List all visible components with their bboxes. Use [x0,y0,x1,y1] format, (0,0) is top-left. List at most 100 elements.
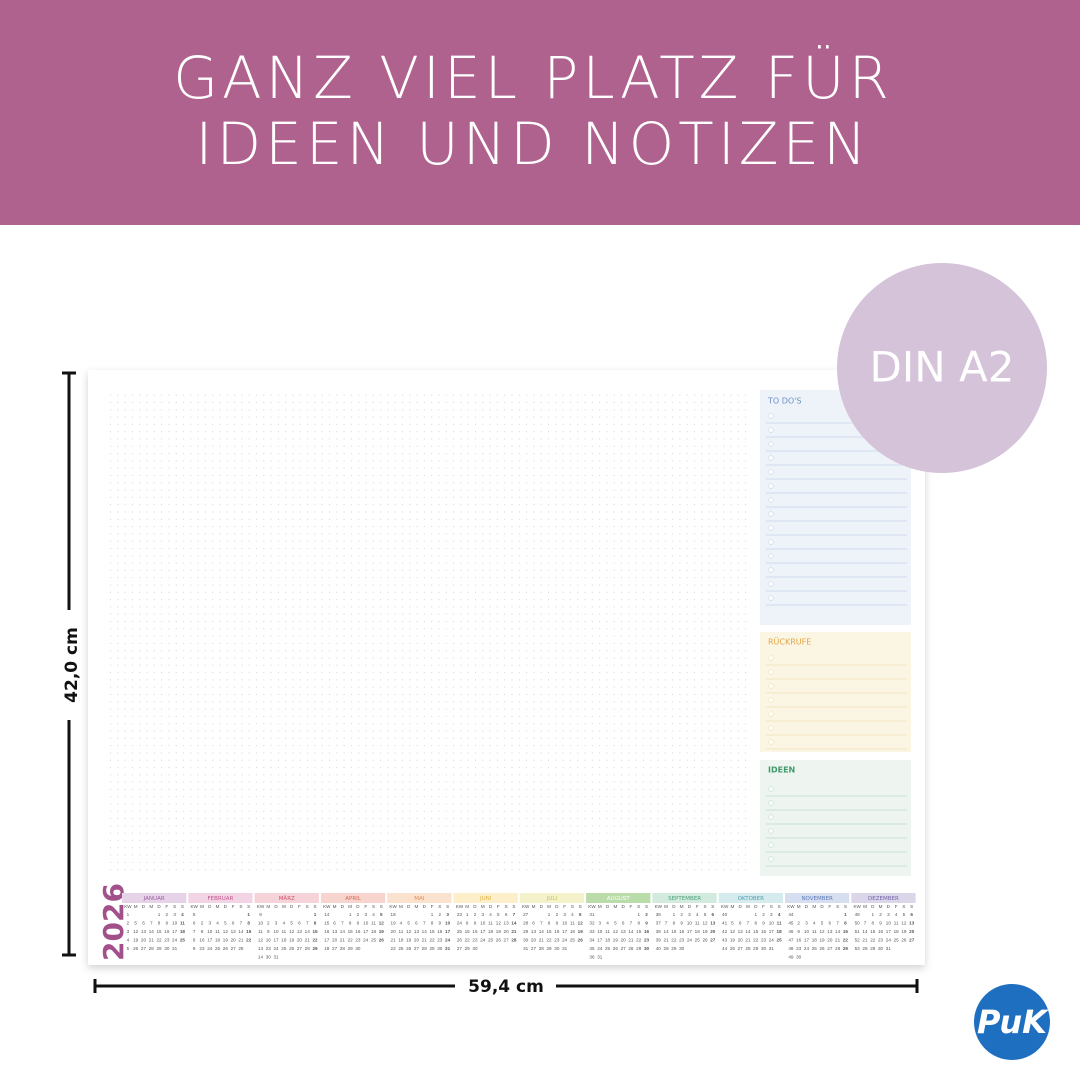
day-number: 13 [909,921,915,926]
weekday-label: D [688,904,692,909]
day-number: 16 [554,929,560,934]
weekday-label: D [356,904,360,909]
day-number: 3 [481,912,484,917]
week-number: 38 [656,929,662,934]
weekday-label: M [481,904,485,909]
week-number: 13 [258,946,264,951]
checkbox [768,525,774,531]
day-number: 2 [762,912,765,917]
day-number: 1 [314,912,317,917]
day-number: 26 [496,938,502,943]
weekday-label: D [407,904,411,909]
header-title: GANZ VIEL PLATZ FÜR [173,44,893,112]
day-number: 20 [531,938,537,943]
day-number: 23 [554,938,560,943]
weekday-label: D [208,904,212,909]
day-number: 5 [614,921,617,926]
day-number: 3 [688,912,691,917]
weekday-label: S [505,904,508,909]
day-number: 12 [702,921,708,926]
day-number: 4 [372,912,375,917]
day-number: 1 [466,912,469,917]
day-number: 4 [283,921,286,926]
day-number: 19 [133,938,139,943]
day-number: 9 [439,921,442,926]
weekday-label: D [142,904,146,909]
day-number: 29 [546,946,552,951]
day-number: 7 [150,921,153,926]
day-number: 11 [812,929,817,934]
weekday-label: M [812,904,816,909]
day-number: 24 [687,938,693,943]
day-number: 8 [466,921,469,926]
day-number: 7 [540,921,543,926]
day-number: 13 [738,929,744,934]
day-number: 27 [531,946,537,951]
week-number: 17 [324,938,330,943]
day-number: 1 [673,912,676,917]
day-number: 5 [903,912,906,917]
day-number: 11 [215,929,220,934]
day-number: 27 [909,938,915,943]
day-number: 13 [414,929,420,934]
day-number: 20 [332,938,338,943]
day-number: 9 [645,921,648,926]
month-name: MAI [414,896,425,902]
checkbox [768,455,774,461]
weekday-label: D [423,904,427,909]
day-number: 21 [745,938,751,943]
week-number: 47 [788,938,794,943]
day-number: 1 [754,912,757,917]
day-number: 3 [275,921,278,926]
day-number: 23 [164,938,170,943]
month-header [320,893,386,903]
day-number: 12 [578,921,584,926]
day-number: 16 [644,929,650,934]
day-number: 20 [141,938,147,943]
day-number: 8 [314,921,317,926]
day-number: 10 [886,921,892,926]
weekday-label: S [438,904,441,909]
day-number: 15 [636,929,642,934]
week-number: 36 [589,955,595,960]
day-number: 13 [710,921,716,926]
day-number: 3 [805,921,808,926]
weekday-label: S [579,904,582,909]
day-number: 28 [238,946,244,951]
weekday-label: S [380,904,383,909]
day-number: 8 [247,921,250,926]
day-number: 18 [371,929,377,934]
weekday-label: M [797,904,801,909]
day-number: 16 [878,929,884,934]
panel-title: TO DO'S [767,397,801,406]
weekday-label: M [348,904,352,909]
day-number: 15 [753,929,759,934]
week-number: 27 [523,912,529,917]
day-number: 21 [340,938,346,943]
day-number: 7 [423,921,426,926]
day-number: 16 [796,938,802,943]
day-number: 7 [665,921,668,926]
day-number: 13 [231,929,237,934]
day-number: 12 [613,929,619,934]
day-number: 17 [172,929,178,934]
day-number: 21 [149,938,155,943]
day-number: 7 [630,921,633,926]
day-number: 18 [281,938,287,943]
day-number: 10 [562,921,568,926]
checkbox [768,655,774,661]
day-number: 4 [813,921,816,926]
day-number: 14 [340,929,346,934]
weekday-label: KW [124,904,132,909]
day-number: 21 [238,938,244,943]
day-number: 21 [422,938,428,943]
weekday-label: F [232,904,235,909]
day-number: 12 [496,921,502,926]
week-number: 6 [193,921,196,926]
week-number: 8 [193,938,196,943]
day-number: 23 [266,946,272,951]
checkbox [768,856,774,862]
day-number: 25 [695,938,701,943]
